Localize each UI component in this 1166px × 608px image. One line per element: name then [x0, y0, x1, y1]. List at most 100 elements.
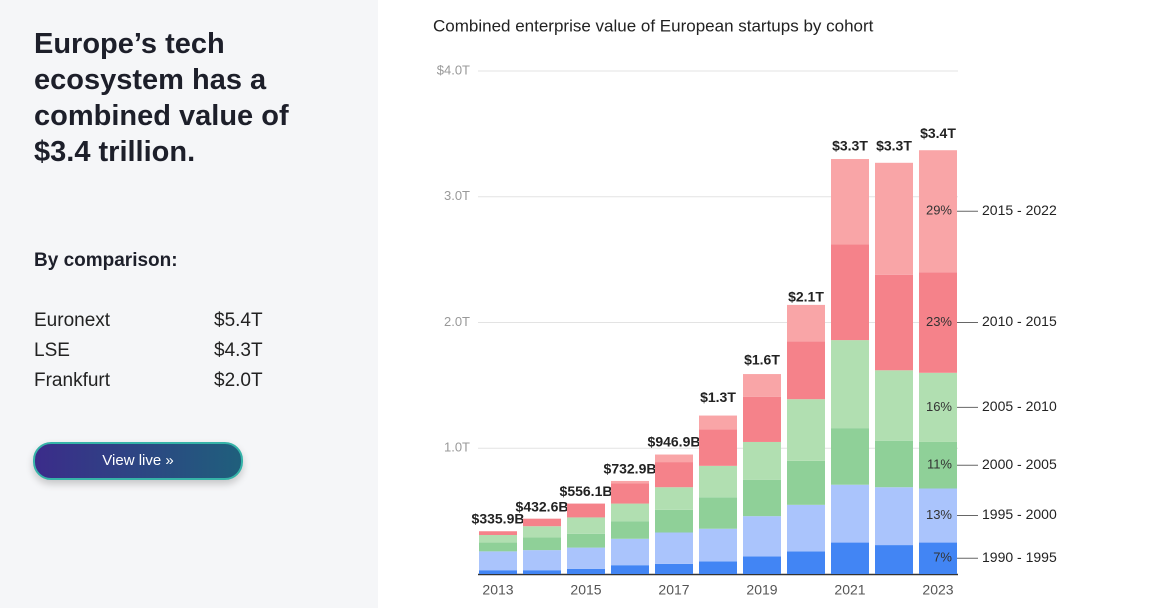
- comparison-heading: By comparison:: [34, 250, 178, 271]
- bar-segment: [875, 487, 913, 546]
- total-label: $432.6B: [516, 498, 569, 514]
- bar-segment: [479, 570, 517, 574]
- exchange: LSE: [34, 340, 70, 361]
- total-label: $732.9B: [604, 461, 657, 477]
- side-panel: Europe’s tech ecosystem has a combined v…: [0, 0, 378, 608]
- total-label: $335.9B: [472, 510, 525, 526]
- series-label: 1990 - 1995: [982, 549, 1057, 565]
- view-live-button[interactable]: View live »: [33, 442, 243, 480]
- bar-segment: [523, 537, 561, 551]
- bar-segment: [875, 274, 913, 371]
- bar-segment: [567, 568, 605, 574]
- share-label: 23%: [926, 314, 952, 329]
- bar-segment: [567, 547, 605, 569]
- comparison-row: LSE $4.3T: [34, 340, 263, 362]
- x-tick-label: 2021: [834, 582, 865, 598]
- comparison-row: Frankfurt $2.0T: [34, 370, 263, 392]
- bar-segment: [831, 159, 869, 245]
- bar-segment: [655, 563, 693, 574]
- bar-segment: [831, 428, 869, 485]
- bar-segment: [919, 372, 957, 442]
- bar-segment: [567, 517, 605, 534]
- bar-segment: [611, 483, 649, 504]
- bar-segment: [611, 503, 649, 522]
- exchange-value: $2.0T: [214, 370, 263, 391]
- bar-segment: [919, 488, 957, 543]
- bar-segment: [611, 521, 649, 539]
- bar-segment: [699, 561, 737, 574]
- total-label: $3.4T: [920, 125, 956, 141]
- bar-segment: [523, 526, 561, 538]
- bar-segment: [655, 487, 693, 510]
- bar-segment: [787, 341, 825, 400]
- share-label: 13%: [926, 507, 952, 522]
- bar-segment: [567, 533, 605, 548]
- series-label: 2015 - 2022: [982, 202, 1057, 218]
- bar-segment: [743, 479, 781, 517]
- bar-segment: [919, 150, 957, 273]
- bar-segment: [479, 535, 517, 543]
- comparison-row: Euronext $5.4T: [34, 310, 263, 332]
- total-label: $1.6T: [744, 352, 780, 368]
- bar-segment: [919, 441, 957, 489]
- bar-segment: [787, 304, 825, 342]
- bar-segment: [655, 532, 693, 564]
- bar-segment: [699, 415, 737, 430]
- bar-segment: [699, 497, 737, 529]
- bar-segment: [567, 503, 605, 518]
- exchange: Frankfurt: [34, 370, 111, 391]
- share-label: 16%: [926, 399, 952, 414]
- bar-segment: [699, 465, 737, 498]
- y-tick-label: 1.0T: [444, 440, 470, 455]
- headline: Europe’s tech ecosystem has a combined v…: [34, 28, 289, 168]
- bar-segment: [655, 462, 693, 488]
- bar-segment: [831, 484, 869, 543]
- bar-segment: [787, 504, 825, 552]
- bar-segment: [919, 542, 957, 574]
- total-label: $556.1B: [560, 483, 613, 499]
- x-tick-label: 2019: [746, 582, 777, 598]
- bar-segment: [875, 370, 913, 441]
- bar-segment: [743, 441, 781, 480]
- x-tick-label: 2015: [570, 582, 601, 598]
- total-label: $946.9B: [648, 434, 701, 450]
- series-label: 2000 - 2005: [982, 456, 1057, 472]
- exchange: Euronext: [34, 310, 111, 331]
- bar-segment: [743, 556, 781, 574]
- bar-segment: [919, 272, 957, 373]
- bar-segment: [831, 542, 869, 574]
- total-label: $1.3T: [700, 389, 736, 405]
- bar-segment: [611, 480, 649, 484]
- bar-segment: [875, 440, 913, 488]
- total-label: $3.3T: [876, 138, 912, 154]
- bar-segment: [523, 570, 561, 574]
- share-label: 29%: [926, 203, 952, 218]
- bar-segment: [479, 542, 517, 552]
- bar-segment: [523, 518, 561, 527]
- share-label: 7%: [933, 550, 952, 565]
- bar-segment: [479, 531, 517, 536]
- bar-segment: [655, 509, 693, 533]
- bar-segment: [831, 244, 869, 341]
- bar-segment: [523, 550, 561, 571]
- chart-title: Combined enterprise value of European st…: [433, 16, 874, 35]
- exchange-value: $4.3T: [214, 340, 263, 361]
- x-tick-label: 2023: [922, 582, 953, 598]
- series-label: 2010 - 2015: [982, 313, 1057, 329]
- bar-segment: [699, 528, 737, 562]
- bar-segment: [699, 429, 737, 466]
- share-label: 11%: [927, 457, 952, 472]
- bar-segment: [611, 538, 649, 566]
- total-label: $3.3T: [832, 138, 868, 154]
- x-tick-label: 2017: [658, 582, 689, 598]
- bar-segment: [655, 454, 693, 463]
- bar-segment: [611, 565, 649, 574]
- exchange-value: $5.4T: [214, 310, 263, 331]
- bar-segment: [787, 460, 825, 505]
- bar-segment: [831, 340, 869, 429]
- bar-segment: [787, 551, 825, 574]
- bar-segment: [743, 374, 781, 397]
- bar-segment: [743, 396, 781, 442]
